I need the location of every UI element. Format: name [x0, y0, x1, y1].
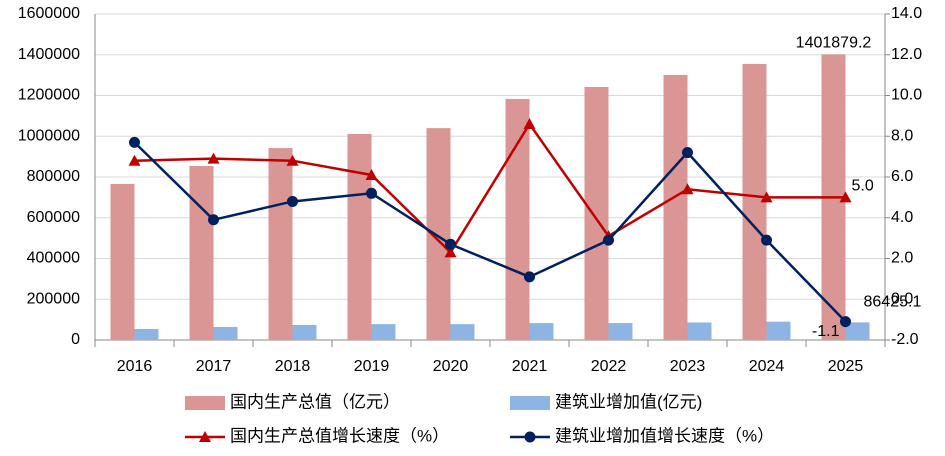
y-tick-label: 0	[71, 331, 80, 348]
y2-tick-label: 14.0	[891, 5, 922, 22]
y2-tick-label: 10.0	[891, 87, 922, 104]
line-marker	[681, 183, 694, 195]
x-tick-label: 2016	[117, 358, 153, 375]
bar	[450, 324, 475, 340]
line-marker	[128, 154, 141, 166]
legend-label: 国内生产总值增长速度（%）	[230, 426, 449, 445]
bar	[213, 326, 238, 340]
bar	[608, 323, 633, 340]
y-tick-label: 1000000	[18, 127, 80, 144]
x-tick-label: 2019	[354, 358, 390, 375]
y-tick-label: 400000	[27, 250, 80, 267]
x-tick-label: 2021	[512, 358, 548, 375]
y2-tick-label: -2.0	[891, 331, 919, 348]
line-marker	[760, 191, 773, 203]
line-marker	[682, 147, 693, 159]
legend-label: 建筑业增加值增长速度（%）	[555, 426, 774, 445]
y-tick-label: 1200000	[18, 87, 80, 104]
line-marker	[444, 246, 457, 258]
legend-marker	[524, 431, 536, 443]
line-marker	[365, 168, 378, 180]
y-tick-label: 1600000	[18, 5, 80, 22]
line-marker	[366, 187, 377, 199]
x-tick-label: 2017	[196, 358, 232, 375]
legend-label: 国内生产总值（亿元）	[230, 392, 400, 411]
line-marker	[524, 271, 535, 283]
data-label: 86425.1	[864, 294, 922, 311]
x-tick-label: 2018	[275, 358, 311, 375]
bar	[505, 98, 530, 341]
y-tick-label: 600000	[27, 209, 80, 226]
line-marker	[603, 234, 614, 246]
legend-marker	[199, 431, 211, 442]
x-tick-label: 2020	[433, 358, 469, 375]
x-tick-label: 2023	[670, 358, 706, 375]
y2-tick-label: 6.0	[891, 168, 913, 185]
line-marker	[207, 152, 220, 164]
y2-tick-label: 0.0	[891, 290, 913, 307]
legend-label: 建筑业增加值(亿元)	[555, 392, 702, 411]
bar	[584, 86, 609, 340]
line-marker	[445, 238, 456, 250]
y-tick-label: 800000	[27, 168, 80, 185]
y2-tick-label: 8.0	[891, 127, 913, 144]
bar	[110, 183, 135, 340]
x-tick-label: 2022	[591, 358, 627, 375]
bar	[663, 74, 688, 340]
data-label: 5.0	[852, 178, 874, 195]
bar	[292, 324, 317, 340]
legend-swatch	[510, 396, 550, 410]
bar	[845, 322, 870, 340]
y2-tick-label: 2.0	[891, 250, 913, 267]
y2-tick-label: 4.0	[891, 209, 913, 226]
line-marker	[523, 118, 536, 130]
line	[133, 141, 847, 323]
line-marker	[287, 195, 298, 207]
bar	[189, 165, 214, 340]
data-label: 1401879.2	[796, 35, 872, 52]
line	[134, 121, 846, 255]
bar	[687, 322, 712, 340]
line-marker	[761, 234, 772, 246]
line-marker	[840, 316, 851, 328]
bar	[371, 324, 396, 340]
bar	[268, 148, 293, 340]
y-tick-label: 1400000	[18, 46, 80, 63]
y-tick-label: 200000	[27, 290, 80, 307]
line-marker	[286, 154, 299, 166]
bar	[134, 328, 159, 340]
legend-swatch	[185, 396, 225, 410]
x-tick-label: 2025	[828, 358, 864, 375]
y2-tick-label: 12.0	[891, 46, 922, 63]
data-label: -1.1	[812, 323, 840, 340]
line-marker	[208, 214, 219, 226]
line-marker	[129, 136, 140, 148]
x-tick-label: 2024	[749, 358, 785, 375]
bar	[529, 323, 554, 340]
bar	[347, 134, 372, 340]
bar	[766, 321, 791, 340]
line-marker	[839, 191, 852, 203]
